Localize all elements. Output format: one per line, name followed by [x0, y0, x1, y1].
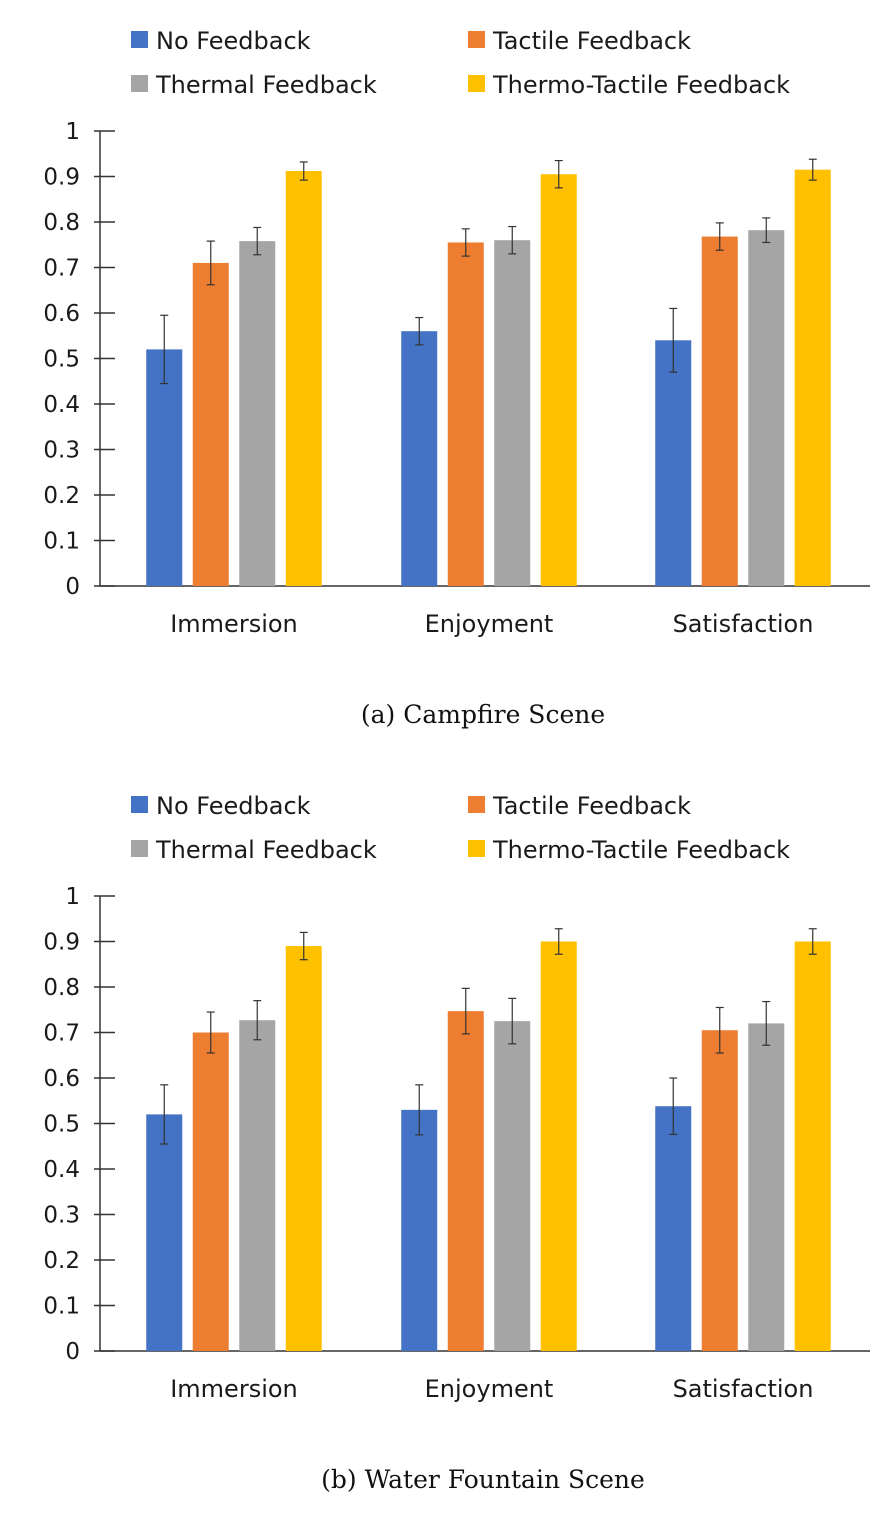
y-tick-label: 0.2	[43, 1248, 80, 1274]
legend-swatch	[468, 75, 485, 92]
bar	[748, 1023, 785, 1351]
legend-label: No Feedback	[156, 792, 311, 820]
legend-label: Tactile Feedback	[492, 792, 691, 820]
legend-swatch	[131, 31, 148, 48]
legend-item: Thermal Feedback	[131, 836, 377, 864]
bar	[239, 241, 276, 587]
legend-item: Tactile Feedback	[468, 27, 691, 55]
bar	[239, 1020, 276, 1351]
bar	[748, 230, 785, 586]
bar	[285, 171, 322, 587]
y-tick-label: 0.7	[43, 1021, 80, 1047]
bar	[401, 331, 438, 586]
figure-caption: (b) Water Fountain Scene	[321, 1465, 645, 1494]
y-tick-label: 0	[65, 574, 80, 600]
y-tick-label: 0.2	[43, 483, 80, 509]
y-tick-label: 0.1	[43, 529, 80, 555]
legend-swatch	[468, 840, 485, 857]
bar	[655, 1106, 692, 1351]
legend-label: No Feedback	[156, 27, 311, 55]
legend-label: Thermal Feedback	[155, 71, 377, 99]
x-category-label: Immersion	[170, 1375, 298, 1403]
legend-swatch	[468, 796, 485, 813]
bar	[447, 242, 484, 586]
legend-swatch	[131, 840, 148, 857]
legend-label: Thermo-Tactile Feedback	[492, 836, 790, 864]
bar	[794, 941, 831, 1351]
x-category-label: Satisfaction	[673, 1375, 814, 1403]
legend-label: Tactile Feedback	[492, 27, 691, 55]
x-category-label: Immersion	[170, 610, 298, 638]
legend-item: Thermo-Tactile Feedback	[468, 71, 790, 99]
legend-label: Thermo-Tactile Feedback	[492, 71, 790, 99]
y-tick-label: 0.4	[43, 392, 80, 418]
bar	[401, 1109, 438, 1351]
bar	[655, 340, 692, 586]
x-category-label: Enjoyment	[425, 610, 554, 638]
bar	[701, 1030, 738, 1351]
bar	[794, 169, 831, 587]
x-category-label: Enjoyment	[425, 1375, 554, 1403]
x-category-label: Satisfaction	[673, 610, 814, 638]
y-tick-label: 0.8	[43, 975, 80, 1001]
bar	[701, 236, 738, 586]
y-tick-label: 0.5	[43, 1112, 80, 1138]
bar	[540, 174, 577, 586]
y-tick-label: 0.8	[43, 210, 80, 236]
legend-swatch	[131, 75, 148, 92]
bar	[192, 1032, 229, 1351]
y-tick-label: 0.1	[43, 1294, 80, 1320]
y-tick-label: 0.7	[43, 256, 80, 282]
legend-item: Tactile Feedback	[468, 792, 691, 820]
y-tick-label: 0.9	[43, 165, 80, 191]
bar	[494, 240, 531, 586]
figure-caption: (a) Campfire Scene	[361, 700, 605, 729]
legend-item: Thermal Feedback	[131, 71, 377, 99]
y-tick-label: 1	[65, 884, 80, 910]
y-tick-label: 0.6	[43, 1066, 80, 1092]
legend-item: No Feedback	[131, 792, 311, 820]
legend-item: No Feedback	[131, 27, 311, 55]
bar	[494, 1021, 531, 1351]
y-tick-label: 0.4	[43, 1157, 80, 1183]
bar	[540, 941, 577, 1351]
bar	[146, 349, 183, 586]
bar	[146, 1114, 183, 1351]
y-tick-label: 0.5	[43, 347, 80, 373]
chart-campfire-scene: No Feedback Tactile Feedback Thermal Feedb…	[43, 27, 870, 729]
legend-swatch	[468, 31, 485, 48]
chart-water-fountain-scene: No Feedback Tactile Feedback Thermal Feedb…	[43, 792, 870, 1494]
y-tick-label: 0.3	[43, 438, 80, 464]
bar	[447, 1011, 484, 1351]
y-tick-label: 1	[65, 119, 80, 145]
y-tick-label: 0.3	[43, 1203, 80, 1229]
legend-label: Thermal Feedback	[155, 836, 377, 864]
legend-swatch	[131, 796, 148, 813]
y-tick-label: 0.6	[43, 301, 80, 327]
legend-item: Thermo-Tactile Feedback	[468, 836, 790, 864]
y-tick-label: 0.9	[43, 930, 80, 956]
bar	[192, 262, 229, 586]
bar	[285, 946, 322, 1351]
y-tick-label: 0	[65, 1339, 80, 1365]
